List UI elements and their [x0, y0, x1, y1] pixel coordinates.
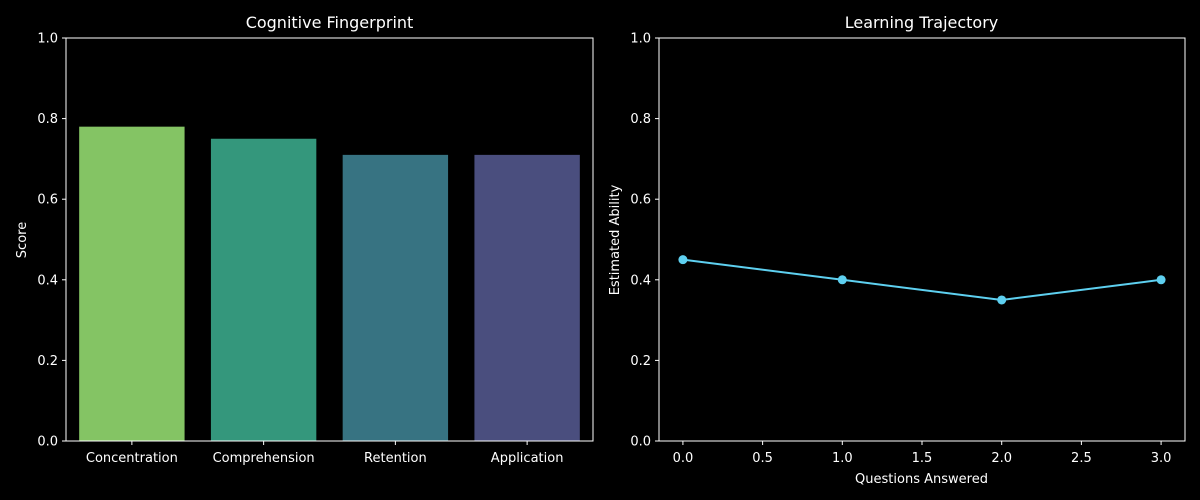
bar-marks [79, 126, 580, 441]
line-marks [678, 255, 1166, 305]
bar-y-tick-label: 0.6 [37, 193, 58, 208]
bar-concentration [79, 126, 185, 441]
bar-x-tick-label: Retention [364, 451, 427, 466]
bar-x-tick-label: Application [491, 451, 564, 466]
bar-chart: Cognitive Fingerprint Score 0.0 0.2 0.4 0.6… [15, 13, 594, 466]
trajectory-point [678, 255, 688, 265]
line-x-tick-label: 0.5 [752, 451, 773, 466]
line-y-tick-label: 0.4 [630, 273, 651, 288]
trajectory-point [837, 275, 847, 285]
line-x-tick-label: 3.0 [1151, 451, 1172, 466]
line-y-tick-label: 0.6 [630, 193, 651, 208]
bar-chart-title: Cognitive Fingerprint [246, 13, 414, 32]
line-chart-title: Learning Trajectory [845, 13, 999, 32]
line-x-ticks: 0.0 0.5 1.0 1.5 2.0 2.5 3.0 [673, 441, 1172, 466]
bar-application [474, 154, 580, 441]
bar-y-tick-label: 0.8 [37, 112, 58, 127]
trajectory-line [682, 258, 1162, 301]
line-y-tick-label: 0.8 [630, 112, 651, 127]
trajectory-point [997, 295, 1007, 305]
bar-comprehension [210, 138, 317, 441]
line-x-tick-label: 0.0 [673, 451, 694, 466]
bar-x-ticks: Concentration Comprehension Retention Appli… [86, 441, 564, 466]
line-y-tick-label: 0.0 [630, 435, 651, 450]
line-chart: Learning Trajectory Estimated Ability Qu… [608, 13, 1186, 487]
line-chart-xlabel: Questions Answered [855, 472, 988, 487]
line-y-tick-label: 1.0 [630, 32, 651, 47]
bar-y-ticks: 0.0 0.2 0.4 0.6 0.8 1.0 [37, 32, 66, 450]
line-x-tick-label: 2.0 [991, 451, 1012, 466]
bar-y-tick-label: 0.2 [37, 354, 58, 369]
bar-plot-frame [65, 37, 594, 442]
bar-y-tick-label: 0.4 [37, 273, 58, 288]
line-y-ticks: 0.0 0.2 0.4 0.6 0.8 1.0 [630, 32, 659, 450]
line-chart-ylabel: Estimated Ability [608, 184, 623, 295]
bar-x-tick-label: Concentration [86, 451, 178, 466]
bar-chart-ylabel: Score [15, 222, 30, 258]
line-x-tick-label: 1.0 [832, 451, 853, 466]
line-x-tick-label: 2.5 [1071, 451, 1092, 466]
line-y-tick-label: 0.2 [630, 354, 651, 369]
bar-x-tick-label: Comprehension [213, 451, 315, 466]
line-plot-frame [658, 37, 1186, 442]
line-x-tick-label: 1.5 [912, 451, 933, 466]
trajectory-point [1156, 275, 1166, 285]
bar-retention [342, 154, 449, 441]
bar-y-tick-label: 1.0 [37, 32, 58, 47]
bar-y-tick-label: 0.0 [37, 435, 58, 450]
